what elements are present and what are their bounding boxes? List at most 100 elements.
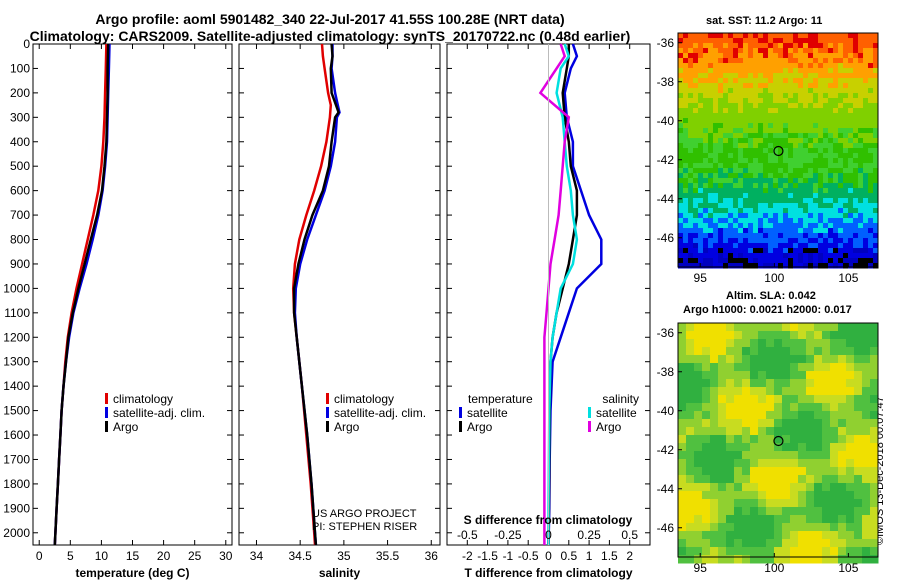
sst-cell [728, 53, 734, 59]
sst-cell [798, 258, 804, 264]
sla-cell [798, 531, 807, 540]
sst-cell [788, 113, 794, 119]
sst-cell [758, 78, 764, 84]
sla-cell [750, 491, 759, 500]
sst-cell [798, 203, 804, 209]
sst-cell [708, 178, 714, 184]
sst-cell [848, 238, 854, 244]
sst-cell [718, 198, 724, 204]
sla-cell [798, 555, 807, 564]
sst-cell [708, 138, 714, 144]
sst-cell [793, 58, 799, 64]
sst-cell [703, 183, 709, 189]
sst-cell [768, 233, 774, 239]
sst-cell [763, 58, 769, 64]
sla-cell [822, 427, 831, 436]
sla-cell [838, 499, 847, 508]
sla-cell [830, 475, 839, 484]
sst-cell [803, 138, 809, 144]
sst-cell [873, 243, 879, 249]
sst-cell [863, 243, 869, 249]
sst-cell [823, 123, 829, 129]
sla-cell [766, 515, 775, 524]
sla-cell [686, 475, 695, 484]
legend-label: satellite-adj. clim. [113, 406, 205, 420]
sst-cell [763, 188, 769, 194]
sla-cell [750, 323, 759, 332]
sst-cell [773, 48, 779, 54]
sst-cell [678, 153, 684, 159]
sla-cell [854, 355, 863, 364]
sst-cell [748, 188, 754, 194]
sst-cell [808, 113, 814, 119]
sla-cell [742, 355, 751, 364]
sst-cell [848, 253, 854, 259]
sst-cell [858, 63, 864, 69]
sla-cell [846, 539, 855, 548]
sst-cell [698, 223, 704, 229]
sst-cell [813, 253, 819, 259]
sla-cell [814, 347, 823, 356]
sla-cell [742, 443, 751, 452]
sst-cell [803, 248, 809, 254]
sla-cell [822, 515, 831, 524]
sst-cell [733, 33, 739, 39]
sst-cell [758, 238, 764, 244]
sla-cell [758, 507, 767, 516]
sst-cell [743, 73, 749, 79]
sst-cell [753, 108, 759, 114]
depth-tick-label: 1100 [4, 306, 30, 320]
sst-cell [693, 33, 699, 39]
sst-cell [753, 78, 759, 84]
sst-cell [723, 43, 729, 49]
sst-cell [858, 253, 864, 259]
sla-cell [718, 387, 727, 396]
sst-cell [813, 213, 819, 219]
sst-cell [828, 248, 834, 254]
sst-cell [683, 103, 689, 109]
sla-cell [694, 347, 703, 356]
sst-cell [678, 83, 684, 89]
sla-cell [758, 363, 767, 372]
sst-cell [708, 113, 714, 119]
sst-cell [863, 103, 869, 109]
sst-cell [678, 213, 684, 219]
sst-cell [778, 223, 784, 229]
sst-cell [803, 233, 809, 239]
sst-cell [848, 243, 854, 249]
sst-cell [768, 128, 774, 134]
sla-cell [830, 547, 839, 556]
sst-cell [813, 203, 819, 209]
sst-cell [803, 103, 809, 109]
sst-cell [733, 58, 739, 64]
sla-cell [854, 515, 863, 524]
sst-cell [838, 33, 844, 39]
sla-cell [862, 395, 871, 404]
sla-cell [790, 323, 799, 332]
sst-cell [748, 33, 754, 39]
sst-cell [778, 173, 784, 179]
sla-cell [766, 435, 775, 444]
sst-cell [863, 233, 869, 239]
sst-cell [833, 68, 839, 74]
sst-cell [803, 58, 809, 64]
sst-cell [863, 218, 869, 224]
sst-cell [743, 98, 749, 104]
sla-cell [862, 491, 871, 500]
sla-cell [742, 339, 751, 348]
sla-cell [814, 339, 823, 348]
sst-cell [803, 53, 809, 59]
sst-cell [763, 113, 769, 119]
sst-cell [743, 133, 749, 139]
sst-cell [698, 193, 704, 199]
sst-cell [678, 158, 684, 164]
sst-cell [848, 143, 854, 149]
sst-cell [743, 83, 749, 89]
sst-cell [798, 138, 804, 144]
sst-cell [688, 158, 694, 164]
sst-cell [873, 233, 879, 239]
sla-cell [726, 451, 735, 460]
sla-cell [830, 515, 839, 524]
sst-cell [698, 33, 704, 39]
sst-cell [763, 53, 769, 59]
